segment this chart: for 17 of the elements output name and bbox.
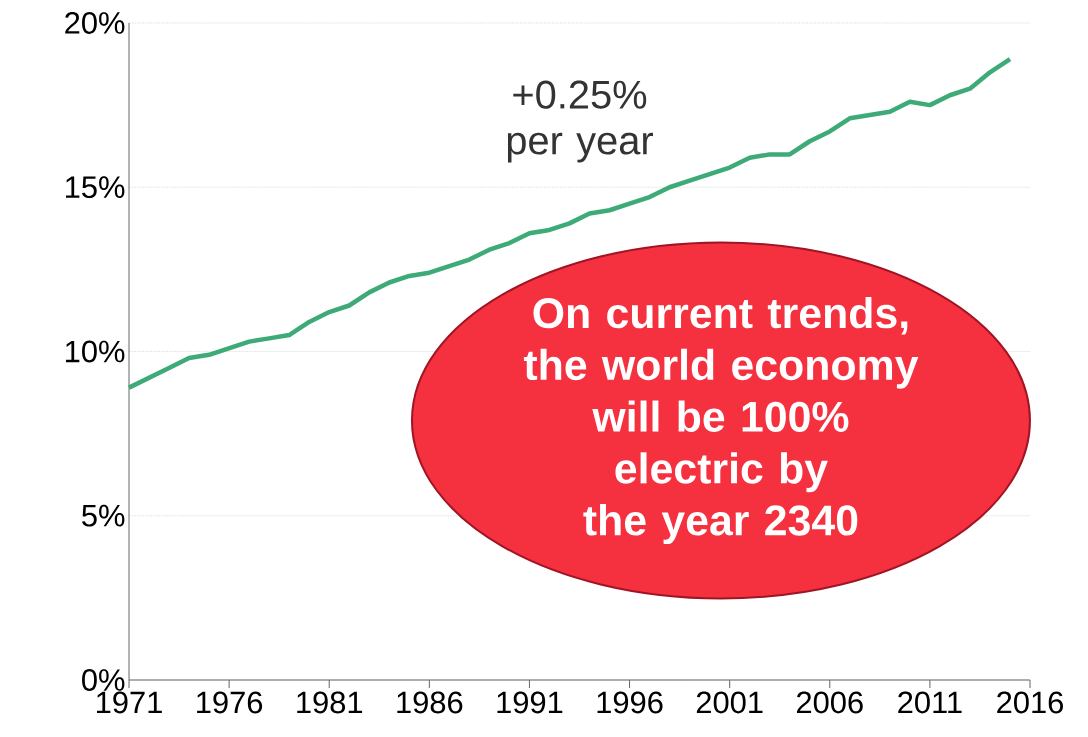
x-tick-label: 2011	[898, 691, 962, 714]
x-tick-label: 1991	[497, 691, 563, 714]
annotation: +0.25% per year	[507, 80, 654, 163]
x-tick-label: 2001	[696, 691, 763, 714]
x-tick-label: 1976	[197, 691, 263, 714]
x-tick-label: 2016	[997, 691, 1063, 714]
y-tick-label: 5%	[82, 504, 125, 527]
y-tick-label: 10%	[66, 340, 125, 363]
x-tick-label: 1986	[397, 691, 463, 714]
annotation: On current trends, the world economy will be 100% electric by the year 2340	[523, 296, 919, 545]
x-tick-label: 1971	[97, 691, 162, 714]
x-tick-label: 1981	[297, 691, 363, 714]
y-tick-label: 15%	[66, 176, 125, 199]
y-tick-label: 20%	[65, 12, 125, 34]
x-tick-label: 2006	[796, 691, 863, 714]
x-tick-label: 1996	[597, 691, 663, 714]
y-tick-label: 0%	[82, 669, 125, 691]
